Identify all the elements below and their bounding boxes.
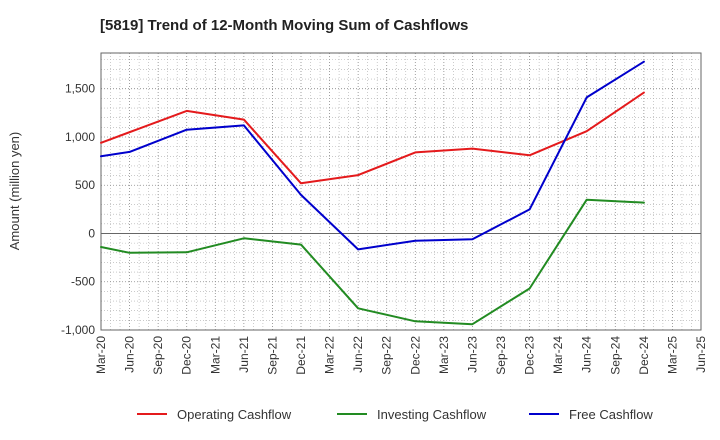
- y-tick-label: -500: [71, 275, 95, 289]
- legend-label-investing-cashflow: Investing Cashflow: [377, 407, 487, 422]
- x-tick-label: Dec-21: [294, 336, 308, 375]
- y-axis-label: Amount (million yen): [7, 132, 22, 251]
- plot-background: [101, 53, 701, 330]
- x-tick-label: Dec-20: [180, 336, 194, 375]
- plot-area: -1,000 -500 0 500 1,000 1,500 Mar-20 Jun-20 Sep-…: [61, 52, 708, 375]
- x-tick-label: Sep-22: [380, 336, 394, 375]
- series-line-operating-cashflow: [100, 91, 645, 185]
- y-tick-label: 0: [88, 226, 95, 240]
- y-tick-label: 500: [75, 178, 95, 192]
- x-tick-label: Mar-23: [437, 336, 451, 374]
- legend-label-free-cashflow: Free Cashflow: [569, 407, 653, 422]
- series-line-investing-cashflow: [100, 198, 645, 326]
- x-tick-label: Jun-20: [123, 336, 137, 373]
- x-tick-label: Jun-23: [465, 336, 479, 373]
- x-tick-label: Mar-24: [551, 336, 565, 374]
- x-tick-label: Jun-22: [351, 336, 365, 373]
- y-tick-label: 1,000: [65, 130, 95, 144]
- x-tick-label: Dec-23: [523, 336, 537, 375]
- chart-title: [5819] Trend of 12-Month Moving Sum of C…: [100, 17, 468, 34]
- x-tick-label: Dec-22: [408, 336, 422, 375]
- x-tick-label: Mar-20: [94, 336, 108, 374]
- x-tick-label: Jun-24: [580, 336, 594, 373]
- x-tick-label: Mar-21: [208, 336, 222, 374]
- legend-label-operating-cashflow: Operating Cashflow: [177, 407, 292, 422]
- x-tick-label: Dec-24: [637, 336, 651, 375]
- x-tick-label: Sep-23: [494, 336, 508, 375]
- series-line-free-cashflow: [100, 60, 645, 251]
- x-tick-label: Sep-20: [151, 336, 165, 375]
- x-tick-label: Mar-22: [323, 336, 337, 374]
- y-tick-label: -1,000: [61, 323, 95, 337]
- x-tick-label: Sep-21: [265, 336, 279, 375]
- legend: Operating Cashflow Investing Cashflow Free…: [137, 407, 653, 422]
- x-tick-label: Jun-25: [694, 336, 708, 373]
- x-tick-label: Jun-21: [237, 336, 251, 373]
- x-tick-label: Mar-25: [665, 336, 679, 374]
- x-tick-label: Sep-24: [608, 336, 622, 375]
- plot-border: [100, 52, 702, 331]
- y-tick-label: 1,500: [65, 82, 95, 96]
